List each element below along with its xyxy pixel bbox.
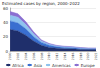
svg-text:Asia: Asia — [34, 63, 43, 68]
svg-text:2014: 2014 — [63, 52, 67, 60]
svg-text:20: 20 — [3, 34, 9, 39]
svg-text:2022: 2022 — [94, 52, 98, 60]
svg-text:Europe: Europe — [81, 63, 96, 68]
svg-text:2016: 2016 — [71, 52, 75, 60]
svg-text:2020: 2020 — [86, 52, 90, 60]
svg-text:2008: 2008 — [39, 52, 43, 60]
svg-text:2010: 2010 — [47, 52, 51, 60]
svg-text:2002: 2002 — [16, 52, 20, 60]
svg-text:0: 0 — [5, 48, 9, 54]
svg-text:Africa: Africa — [12, 63, 24, 68]
svg-text:Estimated cases by region, 200: Estimated cases by region, 2000–2022 — [2, 1, 80, 6]
svg-text:Americas: Americas — [52, 63, 71, 68]
svg-text:2018: 2018 — [78, 52, 82, 60]
svg-text:2004: 2004 — [24, 52, 28, 60]
svg-text:40: 40 — [3, 20, 9, 25]
svg-text:2006: 2006 — [32, 52, 36, 60]
svg-text:2000: 2000 — [8, 52, 12, 60]
svg-text:60: 60 — [3, 6, 9, 11]
svg-text:2012: 2012 — [55, 52, 59, 60]
